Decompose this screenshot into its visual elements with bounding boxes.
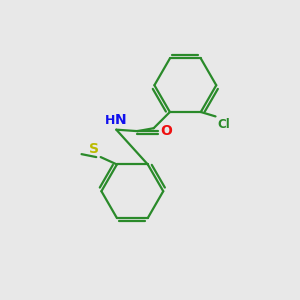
Text: O: O (160, 124, 172, 138)
Text: S: S (89, 142, 99, 156)
Text: Cl: Cl (217, 118, 230, 131)
Text: N: N (115, 113, 126, 127)
Text: H: H (104, 114, 115, 127)
